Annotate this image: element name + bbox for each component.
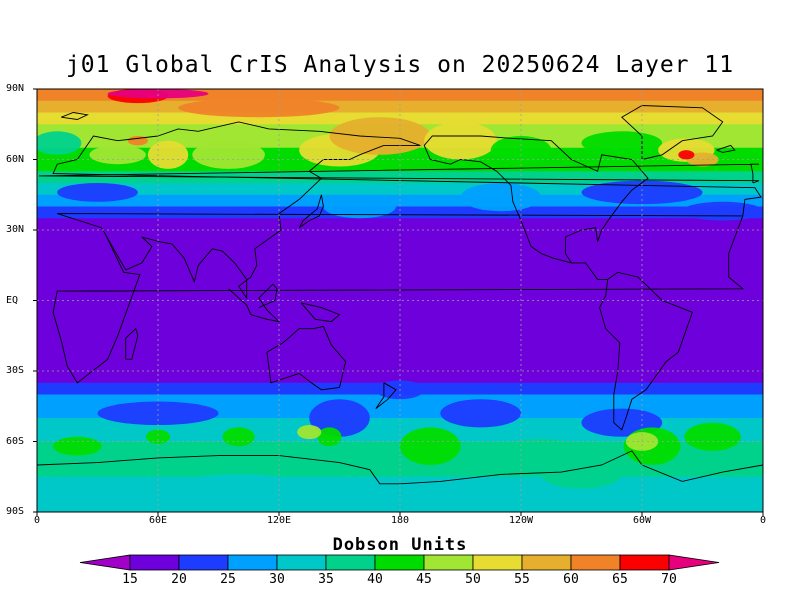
coastline xyxy=(61,112,89,120)
coastline xyxy=(228,283,281,323)
axis-ticks xyxy=(33,88,764,516)
ozone-anomaly xyxy=(684,422,741,451)
ozone-anomaly xyxy=(37,131,82,155)
colorbar-segment xyxy=(325,554,376,571)
coastline xyxy=(37,450,763,485)
ozone-anomalies xyxy=(37,89,763,494)
colorbar-segment xyxy=(276,554,327,571)
map-title: j01 Global CrIS Analysis on 20250624 Lay… xyxy=(65,52,735,78)
ozone-anomaly xyxy=(678,150,695,160)
ozone-anomaly xyxy=(297,425,322,440)
coastline xyxy=(157,121,421,146)
coastline xyxy=(716,144,736,153)
ozone-anomaly xyxy=(309,399,370,437)
colorbar-segment xyxy=(178,554,229,571)
latitude-label: 60S xyxy=(6,435,25,447)
longitude-label: 120E xyxy=(266,515,292,526)
colorbar-segment xyxy=(374,554,425,571)
longitude-label: 120W xyxy=(508,515,534,526)
latitude-label: 30S xyxy=(6,365,25,376)
coastline xyxy=(423,145,572,264)
colorbar-title: Dobson Units xyxy=(332,535,468,555)
coastline xyxy=(621,105,724,160)
latitude-label: EQ xyxy=(6,294,19,306)
ozone-anomaly xyxy=(53,436,102,456)
ozone-band xyxy=(37,441,763,454)
latitude-label: 90S xyxy=(6,506,25,517)
ozone-anomaly xyxy=(178,98,340,118)
coastlines xyxy=(37,105,763,485)
colorbar-segment xyxy=(570,554,621,571)
ozone-anomaly xyxy=(424,121,497,160)
colorbar-tick-label: 70 xyxy=(661,572,677,587)
longitude-label: 60E xyxy=(148,515,168,526)
colorbar-segment xyxy=(472,554,523,571)
ozone-anomaly xyxy=(147,140,189,169)
ozone-anomaly xyxy=(581,180,703,205)
ozone-anomaly xyxy=(541,460,622,489)
coastline xyxy=(38,163,760,184)
colorbar-tick-label: 60 xyxy=(563,572,579,587)
ozone-band xyxy=(37,371,763,384)
longitude-label: 60W xyxy=(632,515,652,526)
colorbar-tick-label: 50 xyxy=(465,572,481,587)
ozone-anomaly xyxy=(97,401,219,426)
colorbar-segment xyxy=(619,554,670,571)
colorbar-segment xyxy=(423,554,474,571)
colorbar-tick-label: 55 xyxy=(514,572,530,587)
ozone-band xyxy=(37,171,763,184)
longitude-label: 0 xyxy=(759,515,767,526)
ozone-band xyxy=(37,406,763,419)
colorbar-segment xyxy=(227,554,278,571)
coastline xyxy=(298,194,324,229)
colorbar-tick-label: 40 xyxy=(367,572,383,587)
coastline xyxy=(423,135,649,280)
coastline xyxy=(52,213,745,384)
latitude-label: 60N xyxy=(6,153,25,165)
ozone-anomaly xyxy=(145,429,171,444)
latitude-label: 90N xyxy=(6,83,25,94)
colorbar-low-arrow xyxy=(79,554,131,571)
coastline xyxy=(52,135,762,216)
longitude-label: 0 xyxy=(33,515,41,526)
colorbar-segment xyxy=(521,554,572,571)
colorbar-tick-label: 45 xyxy=(416,572,432,587)
ozone-anomaly xyxy=(222,427,255,447)
colorbar-high-arrow xyxy=(668,554,720,571)
map-grid xyxy=(37,89,763,512)
colorbar-segment xyxy=(129,554,180,571)
ozone-anomaly xyxy=(107,89,209,99)
ozone-anomaly xyxy=(178,474,300,494)
colorbar-tick-label: 15 xyxy=(122,572,138,587)
longitude-label: 180 xyxy=(390,515,410,526)
colorbar-tick-label: 25 xyxy=(220,572,236,587)
ozone-anomaly xyxy=(192,140,265,169)
coastline xyxy=(375,382,397,409)
coastline xyxy=(300,302,341,323)
latitude-label: 30N xyxy=(6,224,25,235)
colorbar-tick-label: 20 xyxy=(171,572,187,587)
ozone-anomaly xyxy=(127,136,148,146)
ozone-anomaly xyxy=(400,427,461,466)
ozone-anomaly xyxy=(440,399,521,428)
ozone-anomaly xyxy=(323,194,396,219)
colorbar-tick-label: 30 xyxy=(269,572,285,587)
ozone-anomaly xyxy=(57,183,138,202)
colorbar-tick-label: 65 xyxy=(612,572,628,587)
colorbar-tick-label: 35 xyxy=(318,572,334,587)
coastline xyxy=(125,327,139,360)
coastline xyxy=(266,325,347,391)
